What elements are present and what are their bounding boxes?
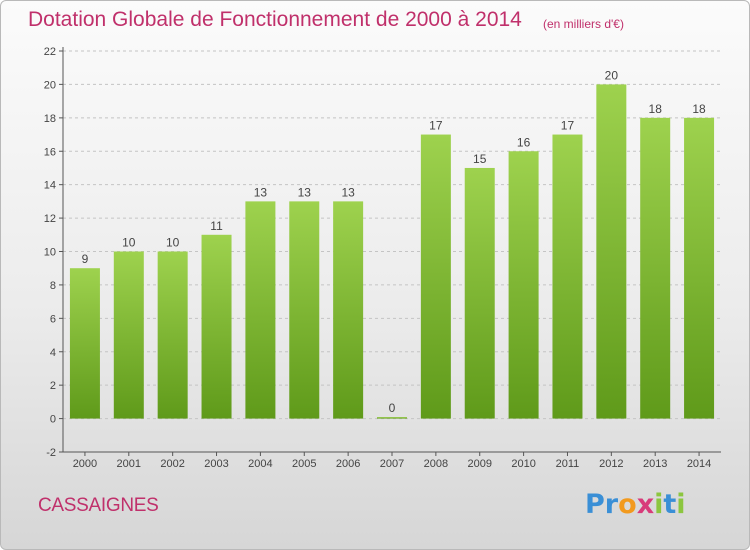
x-tick-label: 2011 (556, 458, 580, 470)
logo-letter: i (654, 489, 664, 520)
y-tick-label: -2 (46, 447, 56, 459)
y-tick-label: 10 (44, 247, 56, 259)
data-label: 13 (341, 185, 355, 199)
logo-letter: o (618, 489, 637, 520)
bar (596, 84, 627, 419)
bar (640, 117, 671, 419)
bar (464, 167, 495, 419)
y-tick-label: 20 (44, 79, 56, 91)
y-tick-label: 6 (50, 313, 56, 325)
data-label: 17 (429, 119, 443, 133)
data-label: 16 (517, 135, 531, 149)
x-tick-label: 2013 (643, 458, 667, 470)
x-tick-label: 2008 (424, 458, 448, 470)
bar (157, 251, 188, 419)
x-tick-label: 2006 (336, 458, 360, 470)
data-label: 13 (298, 185, 312, 199)
bar (201, 234, 232, 419)
y-tick-label: 4 (50, 347, 56, 359)
x-tick-label: 2003 (204, 458, 228, 470)
y-tick-label: 2 (50, 380, 56, 392)
y-tick-label: 14 (44, 180, 56, 192)
y-tick-label: 16 (44, 146, 56, 158)
x-tick-label: 2005 (292, 458, 316, 470)
bar (508, 151, 539, 419)
y-tick-label: 22 (44, 46, 56, 58)
logo-letter: i (676, 489, 686, 520)
y-tick-label: 18 (44, 113, 56, 125)
bar (377, 417, 407, 419)
y-tick-label: 12 (44, 213, 56, 225)
x-tick-label: 2007 (380, 458, 404, 470)
proxiti-logo: Proxiti (585, 489, 686, 520)
data-label: 10 (122, 236, 136, 250)
data-label: 13 (254, 185, 268, 199)
data-label: 20 (605, 68, 619, 82)
data-label: 17 (561, 119, 575, 133)
logo-letter: x (636, 489, 655, 520)
data-label: 10 (166, 236, 180, 250)
bar (684, 117, 715, 419)
x-tick-label: 2014 (687, 458, 711, 470)
x-tick-label: 2012 (599, 458, 623, 470)
data-label: 18 (692, 102, 706, 116)
data-label: 11 (210, 219, 223, 233)
y-tick-label: 8 (50, 280, 56, 292)
logo-letter: t (663, 489, 677, 520)
data-label: 0 (389, 401, 396, 415)
bar (69, 268, 100, 419)
logo-letter: r (604, 489, 619, 520)
bar (245, 201, 276, 419)
chart-unit: (en milliers d'€) (543, 17, 624, 31)
data-label: 9 (82, 252, 89, 266)
data-label: 18 (649, 102, 663, 116)
y-tick-label: 0 (50, 414, 56, 426)
x-tick-label: 2009 (467, 458, 491, 470)
bar (552, 134, 583, 419)
chart-title: Dotation Globale de Fonctionnement de 20… (28, 8, 522, 31)
commune-name: CASSAIGNES (38, 495, 159, 516)
logo-letter: P (585, 489, 605, 520)
x-tick-label: 2002 (160, 458, 184, 470)
x-tick-label: 2004 (248, 458, 272, 470)
x-tick-label: 2010 (511, 458, 535, 470)
x-tick-label: 2001 (117, 458, 141, 470)
data-label: 15 (473, 152, 487, 166)
bar (289, 201, 320, 419)
bar (420, 134, 451, 419)
x-tick-label: 2000 (73, 458, 97, 470)
bar (333, 201, 364, 419)
bar (113, 251, 144, 419)
